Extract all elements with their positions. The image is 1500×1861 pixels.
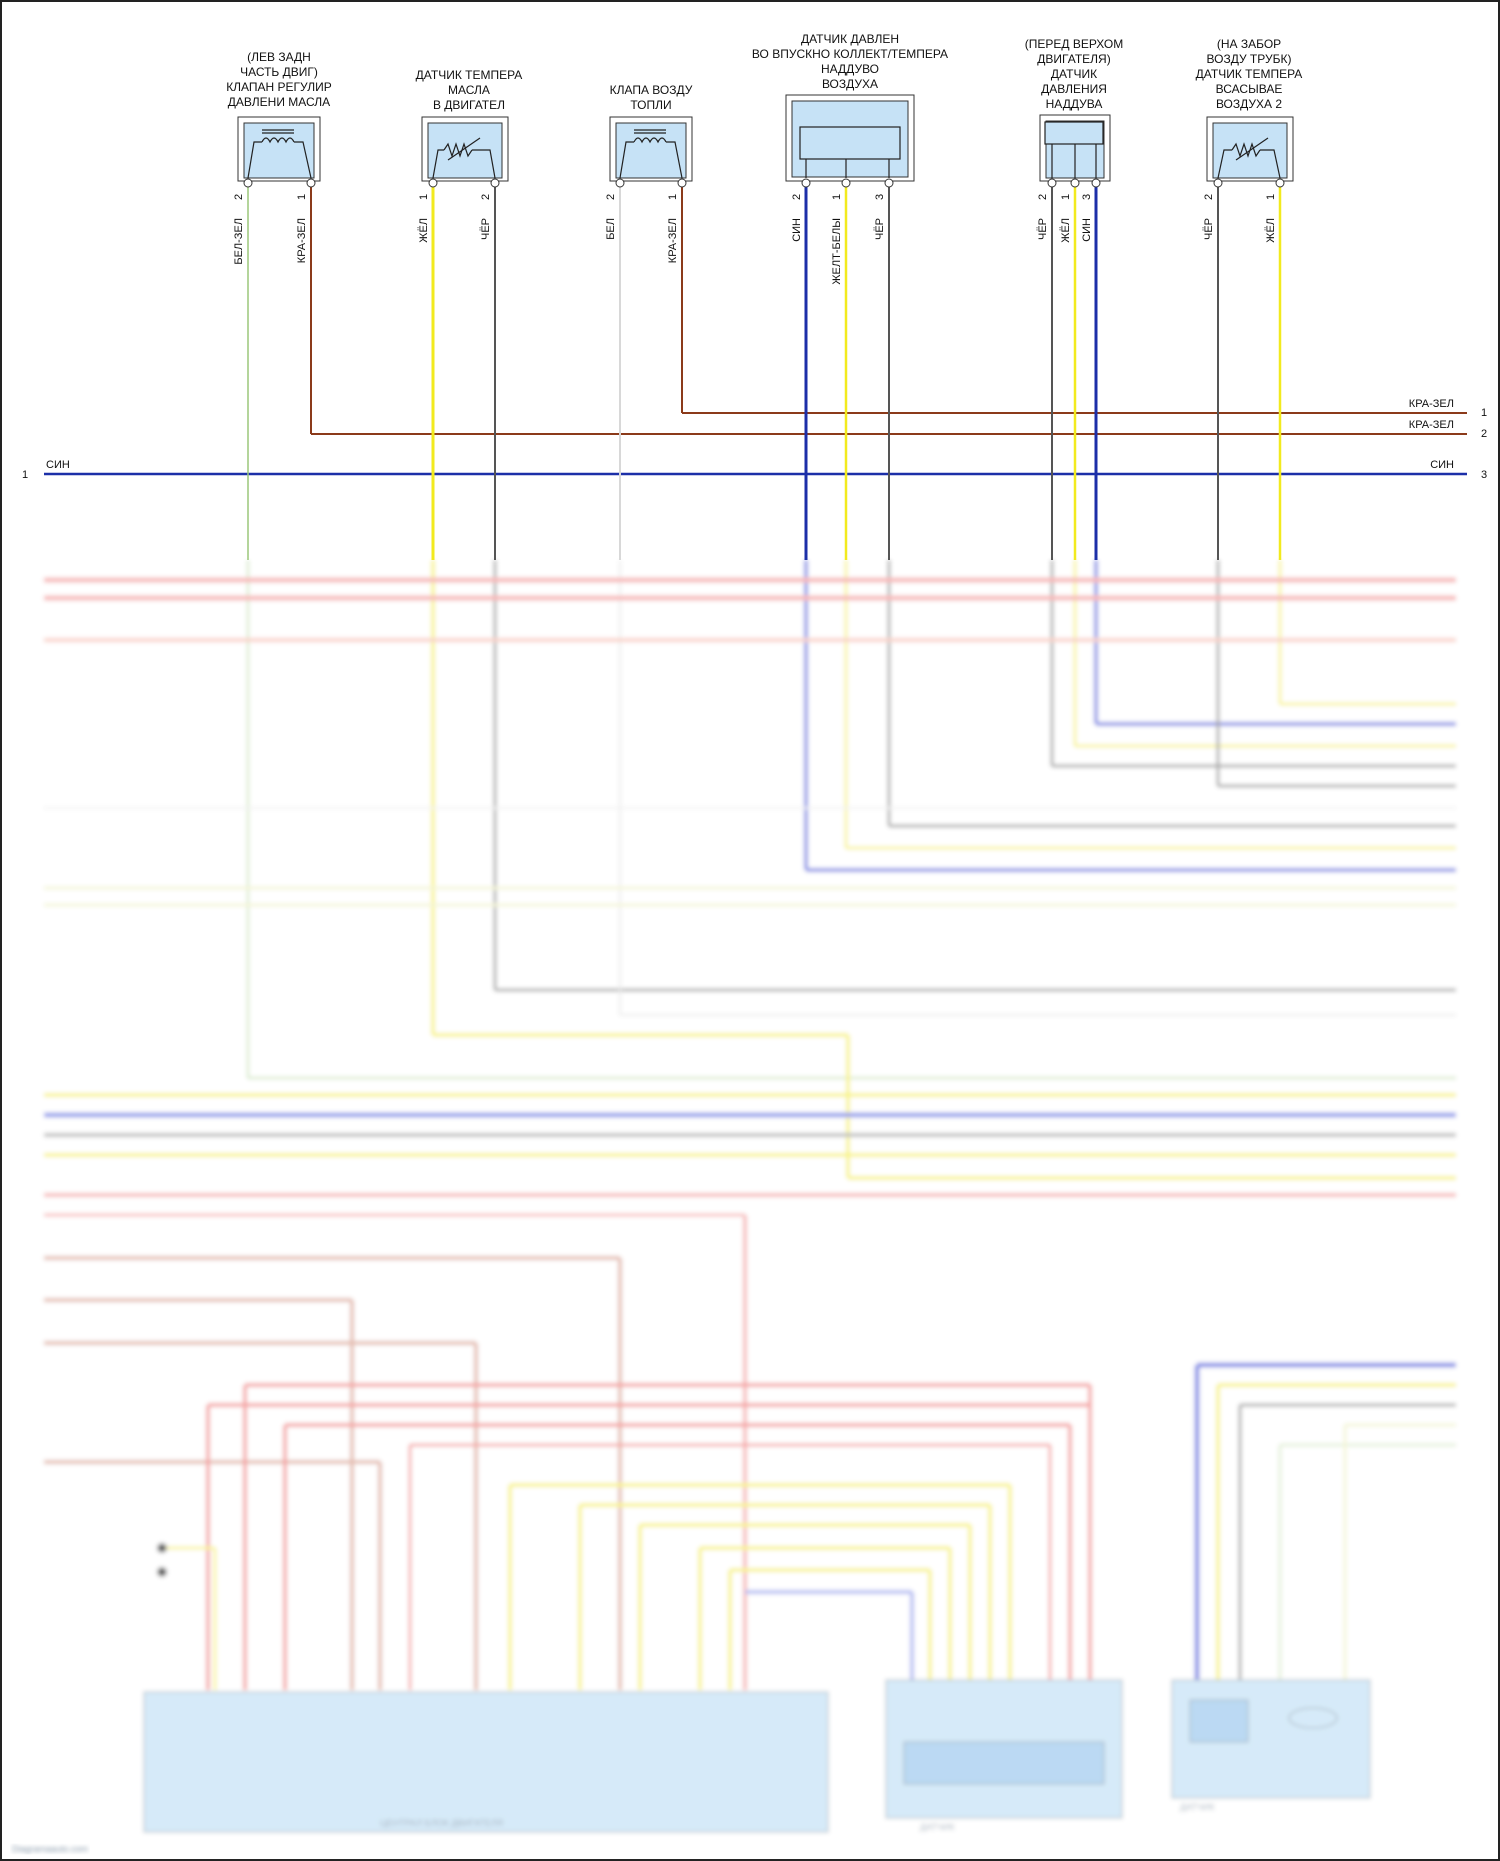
wire-color-label: ЧЁР [874, 218, 886, 240]
thermistor-icon [432, 137, 496, 179]
component-title-line: ТОПЛИ [630, 98, 671, 112]
wire-color-label: ЧЁР [1037, 218, 1049, 240]
bus-line-number: 1 [1481, 407, 1487, 419]
component-title-line: ДАВЛЕНИ МАСЛА [228, 95, 330, 109]
component-title-line: НАДДУВО [821, 62, 879, 76]
pin-terminal [677, 178, 687, 188]
component-title-line: ВОЗДУХА 2 [1216, 97, 1282, 111]
component-title-line: НАДДУВА [1046, 97, 1103, 111]
wire-color-label: ЧЁР [480, 218, 492, 240]
component-intake-air-temp-sensor-2: (НА ЗАБОР ВОЗДУ ТРУБК) ДАТЧИК ТЕМПЕРА ВС… [1196, 37, 1303, 243]
component-inner [243, 122, 315, 179]
component-title-line: ВО ВПУСКНО КОЛЛЕКТ/ТЕМПЕРА [752, 47, 948, 61]
component-fuel-air-valve: КЛАПА ВОЗДУ ТОПЛИ 2 1 БЕЛ КРА-ЗЕЛ [605, 83, 693, 263]
sensor-element-icon [1044, 121, 1104, 145]
bus-wire-label: КРА-ЗЕЛ [1409, 398, 1454, 410]
bus-line-number: 3 [1481, 469, 1487, 481]
pin-terminal [1091, 178, 1101, 188]
pin-number: 2 [233, 194, 245, 200]
solenoid-coil-icon [247, 129, 312, 179]
component-title-line: ДАТЧИК [1051, 67, 1097, 81]
component-manifold-pressure-sensor: ДАТЧИК ДАВЛЕН ВО ВПУСКНО КОЛЛЕКТ/ТЕМПЕРА… [752, 32, 948, 285]
pin-terminal [428, 178, 438, 188]
component-title-line: МАСЛА [448, 83, 490, 97]
wire-color-label: ЧЁР [1203, 218, 1215, 240]
pin-terminal [1070, 178, 1080, 188]
component-title-line: КЛАПАН РЕГУЛИР [226, 80, 332, 94]
component-oil-pressure-valve: (ЛЕВ ЗАДН ЧАСТЬ ДВИГ) КЛАПАН РЕГУЛИР ДАВ… [226, 50, 332, 265]
pin-terminal [243, 178, 253, 188]
pin-terminal [490, 178, 500, 188]
component-title-line: КЛАПА ВОЗДУ [610, 83, 693, 97]
footer-watermark: Diagramaauto.com [12, 1844, 88, 1854]
vertical-wires [247, 187, 1282, 560]
component-title-line: ВСАСЫВАЕ [1216, 82, 1283, 96]
blurred-lower-section: ЦЕНТРАЛ БЛОК ДВИГАТЕЛЯ ДАТЧИК ДАТЧИК [8, 560, 1492, 1855]
pin-terminal [1275, 178, 1285, 188]
pin-terminal [1047, 178, 1057, 188]
pin-number: 2 [791, 194, 803, 200]
pin-number: 1 [831, 194, 843, 200]
component-title-line: ДВИГАТЕЛЯ) [1037, 52, 1110, 66]
pin-number: 2 [1037, 194, 1049, 200]
component-title-line: ДАТЧИК ТЕМПЕРА [1196, 67, 1303, 81]
pin-number: 1 [296, 194, 308, 200]
wire-color-label: БЕЛ-ЗЕЛ [233, 218, 245, 265]
pin-terminal [615, 178, 625, 188]
bus-line-number: 2 [1481, 428, 1487, 440]
wire-color-label: ЖЁЛ [1060, 218, 1072, 243]
pin-terminal [1213, 178, 1223, 188]
bus-wire-label: СИН [46, 459, 70, 471]
wire-color-label: КРА-ЗЕЛ [296, 218, 308, 263]
pin-terminal [841, 178, 851, 188]
pin-number: 2 [605, 194, 617, 200]
solenoid-coil-icon [619, 129, 683, 179]
bus-line-number: 1 [22, 469, 28, 481]
wire-color-label: ЖЕЛТ-БЕЛЫ [831, 218, 843, 285]
bus-wire-label: СИН [1430, 459, 1454, 471]
component-title-line: ВОЗДУ ТРУБК) [1207, 52, 1292, 66]
pin-number: 1 [1060, 194, 1072, 200]
bus-labels: КРА-ЗЕЛ КРА-ЗЕЛ СИН 1 2 3 СИН 1 [22, 398, 1487, 481]
component-title-line: (ЛЕВ ЗАДН [247, 50, 311, 64]
pin-number: 1 [418, 194, 430, 200]
sensor-element-icon [799, 126, 901, 160]
pin-number: 1 [1265, 194, 1277, 200]
wire-color-label: КРА-ЗЕЛ [667, 218, 679, 263]
thermistor-icon [1217, 137, 1281, 179]
pin-number: 3 [874, 194, 886, 200]
component-title-line: ЧАСТЬ ДВИГ) [240, 65, 318, 79]
component-boost-pressure-sensor: (ПЕРЕД ВЕРХОМ ДВИГАТЕЛЯ) ДАТЧИК ДАВЛЕНИЯ… [1025, 37, 1124, 243]
component-title-line: (ПЕРЕД ВЕРХОМ [1025, 37, 1124, 51]
bus-wire-label: КРА-ЗЕЛ [1409, 419, 1454, 431]
pin-terminal [884, 178, 894, 188]
component-inner [615, 122, 687, 179]
svg-text:ДАТЧИК: ДАТЧИК [920, 1822, 955, 1832]
component-oil-temp-sensor: ДАТЧИК ТЕМПЕРА МАСЛА В ДВИГАТЕЛ 1 2 ЖЁЛ … [416, 68, 523, 243]
pin-number: 2 [1203, 194, 1215, 200]
pin-number: 1 [667, 194, 679, 200]
pin-terminal [801, 178, 811, 188]
wire-color-label: СИН [791, 218, 803, 242]
svg-text:ЦЕНТРАЛ БЛОК ДВИГАТЕЛЯ: ЦЕНТРАЛ БЛОК ДВИГАТЕЛЯ [380, 1818, 503, 1828]
pin-terminal [306, 178, 316, 188]
component-title-line: ДАВЛЕНИЯ [1041, 82, 1107, 96]
pin-number: 2 [480, 194, 492, 200]
component-title-line: ВОЗДУХА [822, 77, 878, 91]
component-title-line: (НА ЗАБОР [1217, 37, 1281, 51]
wire-color-label: ЖЁЛ [418, 218, 430, 243]
component-title-line: ДАТЧИК ДАВЛЕН [801, 32, 899, 46]
component-title-line: ДАТЧИК ТЕМПЕРА [416, 68, 523, 82]
wire-color-label: ЖЁЛ [1265, 218, 1277, 243]
component-title-line: В ДВИГАТЕЛ [433, 98, 505, 112]
svg-text:ДАТЧИК: ДАТЧИК [1180, 1802, 1215, 1812]
wire-color-label: СИН [1081, 218, 1093, 242]
pin-number: 3 [1081, 194, 1093, 200]
wire-color-label: БЕЛ [605, 218, 617, 240]
